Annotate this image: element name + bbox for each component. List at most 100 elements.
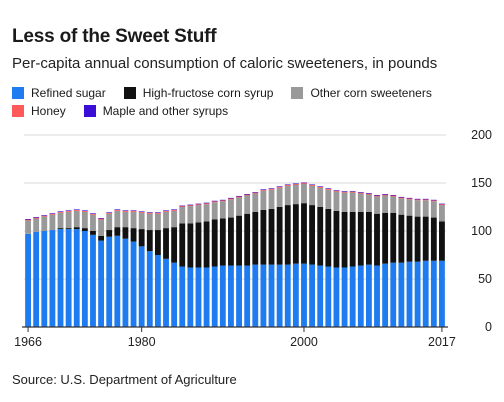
bar-segment-1980-2: [138, 212, 145, 230]
bar-segment-2002-4: [317, 186, 324, 187]
bar-segment-2010-0: [382, 263, 389, 327]
bar-segment-2012-3: [398, 197, 405, 199]
bar-segment-1966-0: [25, 233, 31, 327]
bar-segment-1995-2: [260, 190, 267, 210]
legend-item-honey: Honey: [12, 104, 66, 118]
bar-segment-1997-3: [276, 186, 283, 188]
bar-segment-1984-3: [171, 209, 178, 211]
bar-segment-2006-0: [349, 266, 356, 327]
bar-segment-2010-4: [382, 194, 389, 195]
bar-segment-1978-3: [122, 210, 129, 212]
bar-segment-2000-4: [301, 182, 307, 184]
bar-segment-2017-1: [439, 221, 445, 261]
bar-segment-2016-0: [430, 260, 437, 327]
bar-segment-1981-4: [146, 212, 153, 213]
bar-segment-1978-2: [122, 211, 129, 228]
bar-segment-2015-4: [422, 198, 429, 200]
bar-segment-2014-3: [414, 199, 421, 201]
bar-segment-1974-1: [90, 231, 96, 235]
bar-segment-2002-0: [317, 265, 324, 327]
bar-segment-1970-4: [57, 211, 64, 212]
bar-segment-1982-0: [154, 255, 161, 327]
bar-segment-1995-4: [260, 189, 267, 190]
bar-segment-2003-0: [325, 266, 332, 327]
bar-segment-1974-3: [90, 213, 96, 215]
legend-swatch-maple: [83, 105, 96, 117]
bar-segment-1987-0: [195, 267, 202, 327]
bar-segment-1990-1: [219, 218, 226, 266]
bar-segment-1970-2: [57, 212, 64, 229]
bar-segment-2009-3: [374, 195, 380, 197]
x-tick-label-1966: 1966: [14, 335, 42, 349]
bar-segment-1985-0: [179, 266, 186, 327]
bar-segment-1997-2: [276, 187, 283, 207]
bar-segment-2005-0: [341, 267, 348, 327]
bar-segment-2007-3: [357, 192, 364, 194]
bar-segment-1977-4: [114, 209, 121, 210]
bar-segment-2008-1: [365, 211, 372, 265]
bar-segment-1970-3: [57, 211, 64, 213]
bar-segment-2014-0: [414, 261, 421, 327]
bar-segment-1977-2: [114, 210, 121, 228]
bar-segment-1986-2: [187, 206, 194, 224]
bar-segment-1992-3: [236, 196, 242, 198]
bar-segment-1966-2: [25, 220, 31, 234]
bar-segment-2003-2: [325, 189, 332, 209]
bar-segment-1996-3: [268, 188, 275, 190]
bar-segment-1999-4: [292, 183, 299, 185]
bar-segment-1998-2: [284, 185, 291, 206]
bar-segment-1995-3: [260, 189, 267, 191]
bar-segment-2001-3: [309, 184, 316, 186]
bar-segment-1999-1: [292, 204, 299, 264]
bar-segment-1974-0: [90, 234, 96, 327]
bar-segment-1981-3: [146, 212, 153, 214]
bar-segment-1968-0: [41, 231, 48, 327]
bar-segment-1967-0: [33, 231, 40, 327]
chart-title: Less of the Sweet Stuff: [12, 26, 217, 47]
bar-segment-1973-3: [81, 210, 88, 212]
bar-segment-2006-3: [349, 191, 356, 193]
bar-segment-1987-4: [195, 203, 202, 205]
bar-segment-2007-1: [357, 211, 364, 266]
bar-segment-2009-2: [374, 196, 380, 214]
bar-segment-2009-0: [374, 265, 380, 327]
legend-label-maple: Maple and other syrups: [102, 104, 229, 118]
bar-segment-1967-4: [33, 217, 40, 218]
stacked-bar-chart: 0 50 100 150 200 1966 1980 2000 2017: [14, 128, 492, 349]
bar-segment-2004-1: [333, 210, 340, 268]
legend-label-other-corn: Other corn sweeteners: [310, 86, 432, 100]
bar-segment-1974-2: [90, 214, 96, 231]
legend-label-hfcs: High-fructose corn syrup: [142, 86, 274, 100]
bar-segment-1977-1: [114, 227, 121, 236]
bar-segment-2005-2: [341, 192, 348, 212]
bar-segment-2013-4: [406, 197, 413, 199]
bar-segment-1992-4: [236, 195, 242, 197]
bar-segment-1982-3: [154, 212, 161, 214]
bar-segment-1996-1: [268, 208, 275, 265]
bar-segment-2004-4: [333, 190, 340, 191]
legend-row-2: Honey Maple and other syrups: [12, 102, 492, 120]
bar-segment-1992-2: [236, 197, 242, 216]
bar-segment-1969-2: [49, 214, 56, 231]
bar-segment-1975-4: [98, 218, 105, 219]
bar-segment-2003-4: [325, 188, 332, 189]
bar-segment-2014-4: [414, 198, 421, 200]
bar-segment-2014-1: [414, 216, 421, 262]
bar-segment-2000-3: [301, 183, 307, 184]
y-tick-label-50: 50: [478, 272, 492, 286]
bar-segment-1994-2: [252, 193, 259, 212]
bar-segment-2008-0: [365, 264, 372, 327]
bar-segment-1991-1: [228, 217, 234, 266]
bar-segment-1996-4: [268, 188, 275, 189]
bar-segment-1990-3: [219, 200, 226, 202]
bar-segment-1988-1: [203, 221, 210, 268]
bar-segment-2004-0: [333, 267, 340, 327]
bar-segment-2016-3: [430, 200, 437, 202]
bar-segment-2007-2: [357, 193, 364, 212]
bar-segment-1986-1: [187, 223, 194, 268]
bar-segment-2000-1: [301, 203, 307, 264]
bar-segment-1989-4: [211, 200, 218, 202]
bar-segment-1994-0: [252, 264, 259, 327]
bar-segment-2008-2: [365, 194, 372, 212]
bar-segment-1989-1: [211, 219, 218, 267]
